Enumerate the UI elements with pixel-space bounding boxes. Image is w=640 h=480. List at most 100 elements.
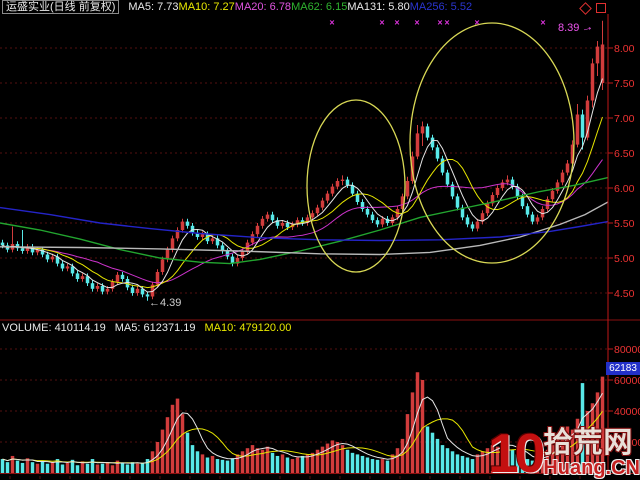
candle-body [230,256,235,264]
volume-header: VOLUME: 410114.19 MA5: 612371.19 MA10: 479… [2,321,291,334]
volume-bar [455,454,460,473]
candle-body [305,217,310,223]
ma5-line [2,78,603,293]
high-price-label: 8.39 [558,22,580,34]
candle-body [205,234,210,242]
volume-bar [175,398,180,473]
candle-body [225,251,230,257]
volume-bar [325,443,330,473]
ma256-line [0,206,608,242]
candle-body [15,244,20,249]
volume-bar [115,460,120,473]
volume-bar [190,445,195,473]
volume-bar [590,403,595,473]
volume-bar [500,443,505,473]
candle-body [355,193,360,202]
volume-bar [90,459,95,473]
volume-bar [565,426,570,473]
price-tick-label: 8.00 [614,43,635,55]
volume-bar [525,459,530,473]
candle-body [80,276,85,279]
candle-body [435,147,440,159]
candle-body [550,190,555,200]
candle-body [565,163,570,173]
candle-body [380,218,385,225]
low-price-annotation: ←4.39 [149,297,182,309]
candle-body [35,249,40,253]
volume-bar [30,462,35,473]
volume-bar [230,458,235,473]
candle-body [450,184,455,197]
volume-tick-label: 80000 [614,344,640,356]
ma-indicator-label: MA62: 6.15 [291,1,348,13]
highlight-ellipse [306,99,406,273]
diamond-icon[interactable] [579,1,592,15]
volume-bar [40,460,45,473]
volume-bar [470,459,475,473]
volume-bar [185,432,190,473]
candle-body [445,172,450,185]
candle-body [140,288,145,295]
candle-body [570,144,575,164]
ma10-line [2,116,603,289]
volume-bar [420,380,425,473]
volume-bar [485,448,490,473]
candle-body [100,286,105,292]
volume-bar [530,460,535,473]
volume-bar [150,451,155,473]
candle-body [50,256,55,260]
event-marker: × [444,18,449,28]
volume-bar [60,464,65,473]
volume-bar [330,440,335,473]
watermark-logo: 10 拾荒网 Huang.CN [488,426,640,480]
candle-body [425,126,430,138]
ma-indicator-label: MA131: 5.80 [347,1,410,13]
volume-bar [495,446,500,473]
volume-bar [265,446,270,473]
candle-body [160,259,165,272]
candle-body [420,126,425,134]
volume-bar [135,463,140,473]
candle-body [465,217,470,225]
volume-bar [400,438,405,473]
candle-body [295,220,300,225]
candle-body [525,206,530,215]
candle-body [150,284,155,297]
candle-body [105,288,110,292]
candle-body [535,217,540,222]
volume-bar [10,455,15,473]
ma-indicator-label: MA256: 5.52 [409,1,473,13]
volume-bar [310,452,315,473]
volume-bar [385,460,390,473]
candle-body [275,220,280,226]
volume-bar [275,455,280,473]
candle-body [250,234,255,243]
candle-body [500,182,505,188]
volume-bar [545,449,550,473]
volume-bar [370,459,375,473]
candle-body [0,242,5,246]
volume-bar [270,452,275,473]
price-tick-label: 7.50 [614,78,635,90]
candle-body [200,234,205,237]
candle-body [40,249,45,255]
candle-body [325,193,330,201]
volume-bar [105,462,110,473]
volume-indicator-label: VOLUME: 410114.19 [2,321,106,334]
candle-body [25,246,30,251]
candle-body [590,63,595,101]
square-icon[interactable] [596,3,606,13]
candle-body [170,238,175,250]
stock-title[interactable]: 运盛实业(日线 前复权) [2,0,120,14]
volume-bar [300,455,305,473]
event-marker: × [394,18,399,28]
volume-bar [45,463,50,473]
event-marker: × [329,18,334,28]
price-tick-label: 7.00 [614,113,635,125]
volume-bar [255,448,260,473]
volume-bar [35,463,40,473]
candle-body [455,196,460,208]
volume-bar [220,459,225,473]
volume-bar [225,460,230,473]
